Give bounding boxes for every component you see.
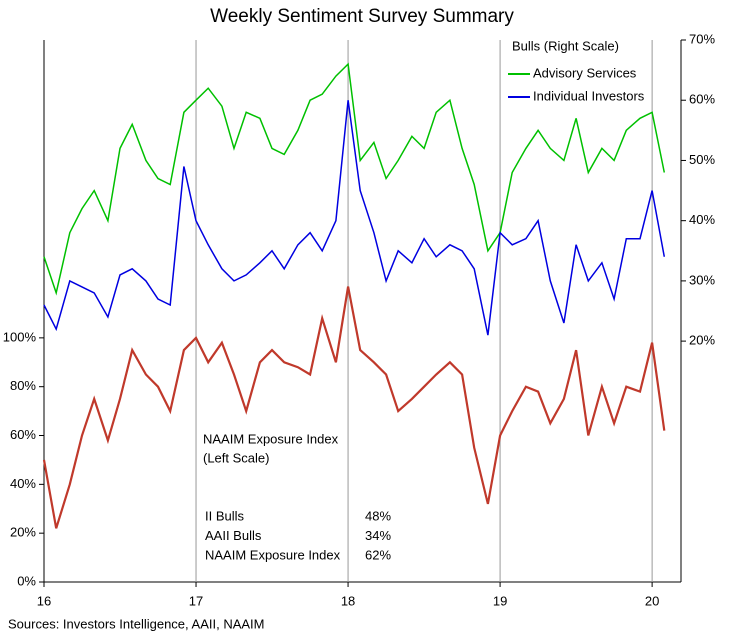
y2-tick-label: 20% [689,333,715,348]
y-tick-label: 40% [10,476,36,491]
legend-label: Individual Investors [533,88,645,103]
chart-title: Weekly Sentiment Survey Summary [210,6,514,27]
annotation: (Left Scale) [203,450,269,465]
x-tick-label: 17 [189,593,203,608]
legend-label: Advisory Services [533,65,637,80]
y2-tick-label: 40% [689,212,715,227]
legend-title: Bulls (Right Scale) [512,38,619,53]
y-tick-label: 80% [10,378,36,393]
source-note: Sources: Investors Intelligence, AAII, N… [8,616,265,631]
y-tick-label: 100% [3,329,37,344]
summary-label: II Bulls [205,508,245,523]
series-line [42,286,666,529]
summary-value: 62% [365,547,391,562]
summary-label: AAII Bulls [205,528,262,543]
y-tick-label: 20% [10,525,36,540]
x-tick-label: 18 [341,593,355,608]
x-tick-label: 16 [37,593,51,608]
y2-tick-label: 60% [689,92,715,107]
x-tick-label: 19 [493,593,507,608]
summary-value: 34% [365,528,391,543]
series-line [43,100,666,336]
y2-tick-label: 50% [689,152,715,167]
series-line [43,62,666,296]
y2-tick-label: 70% [689,31,715,46]
y-tick-label: 60% [10,427,36,442]
summary-label: NAAIM Exposure Index [205,547,341,562]
summary-value: 48% [365,508,391,523]
y-tick-label: 0% [17,573,36,588]
x-tick-label: 20 [645,593,659,608]
y2-tick-label: 30% [689,272,715,287]
annotation: NAAIM Exposure Index [203,431,339,446]
